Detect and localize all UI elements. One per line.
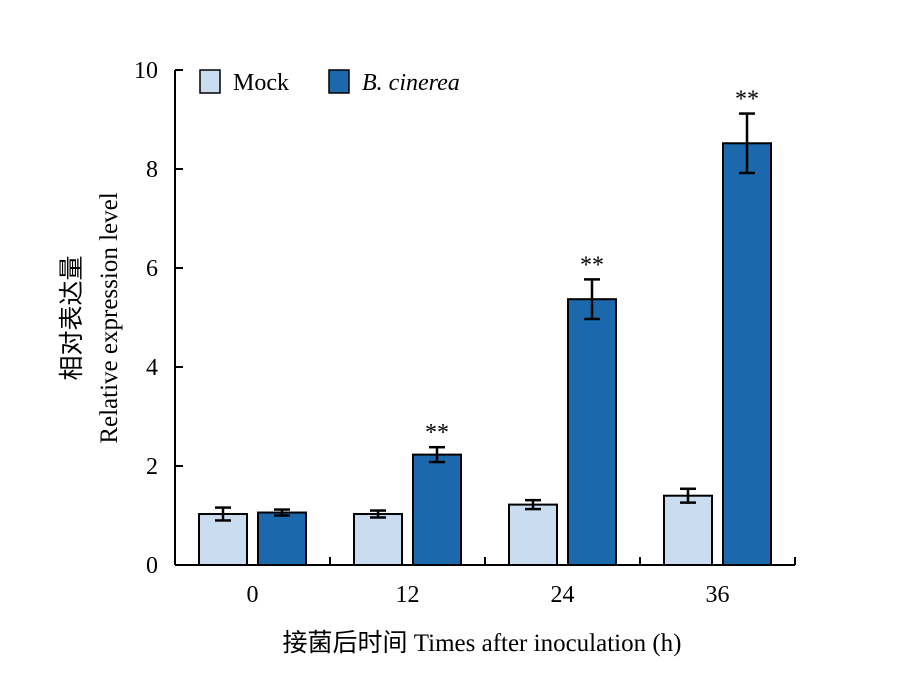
legend-label-mock: Mock <box>233 70 289 96</box>
legend-swatch-b-cinerea <box>328 69 350 94</box>
x-tick-label: 24 <box>551 582 575 608</box>
bar-mock <box>353 513 403 567</box>
legend-swatch-mock <box>199 69 221 94</box>
x-tick-label: 36 <box>706 582 730 608</box>
y-axis-title-english: Relative expression level <box>96 192 123 443</box>
y-axis-title-chinese: 相对表达量 <box>58 255 86 380</box>
bars: ** ** ** <box>198 87 772 567</box>
significance-mark: ** <box>735 87 759 113</box>
bar-b-cinerea <box>567 298 617 566</box>
x-tick-label: 0 <box>247 582 259 608</box>
bar-mock <box>663 494 713 567</box>
legend: Mock B. cinerea <box>199 69 460 96</box>
bar-b-cinerea <box>412 453 462 566</box>
y-tick-label: 2 <box>146 454 158 480</box>
significance-mark: ** <box>425 420 449 446</box>
bar-b-cinerea <box>257 511 307 567</box>
y-tick-label: 6 <box>146 256 158 282</box>
y-tick-label: 0 <box>146 553 158 579</box>
y-axis: 0 2 4 6 8 10 <box>134 58 183 579</box>
bar-mock <box>198 513 248 567</box>
y-tick-label: 10 <box>134 58 158 84</box>
y-tick-label: 4 <box>146 355 158 381</box>
bar-b-cinerea <box>722 142 772 566</box>
y-tick-label: 8 <box>146 157 158 183</box>
bar-mock <box>508 503 558 566</box>
legend-label-b-cinerea: B. cinerea <box>362 70 460 96</box>
significance-mark: ** <box>580 252 604 278</box>
x-tick-label: 12 <box>396 582 420 608</box>
x-axis: 0 12 24 36 <box>175 557 796 608</box>
x-axis-title: 接菌后时间 Times after inoculation (h) <box>282 629 681 657</box>
